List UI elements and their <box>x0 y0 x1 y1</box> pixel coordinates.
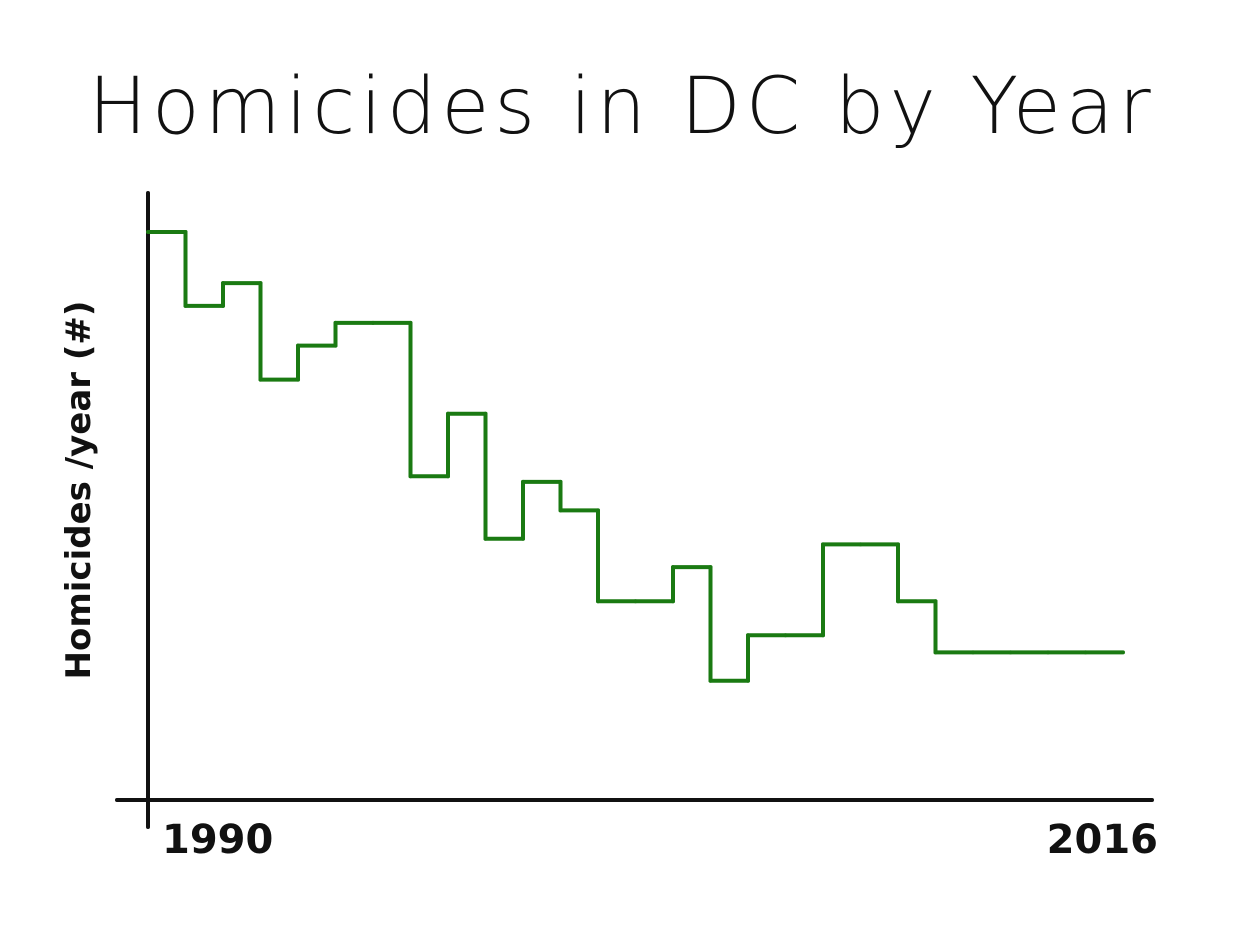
chart-title: Homicides in DC by Year <box>88 62 1155 152</box>
series-homicides <box>146 230 1125 683</box>
x-tick-label-start: 1990 <box>162 817 273 863</box>
y-axis-label: Homicides /year (#) <box>59 301 99 680</box>
x-tick-label-end: 2016 <box>1047 817 1158 863</box>
